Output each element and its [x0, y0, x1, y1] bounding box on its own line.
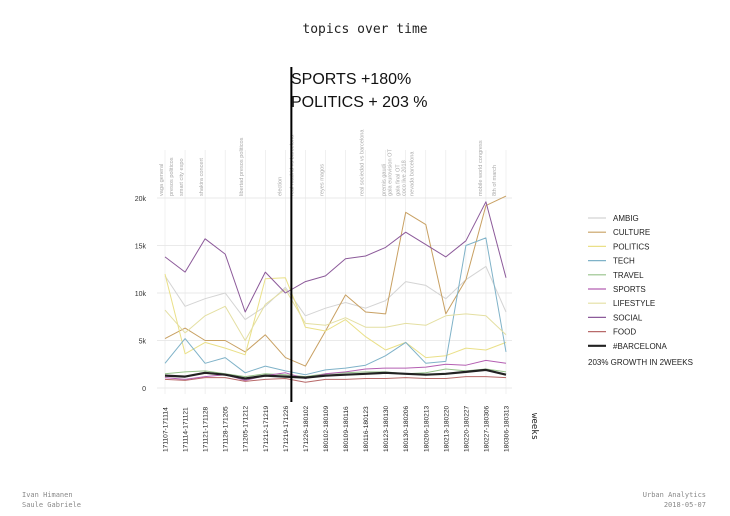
- legend: AMBIG CULTURE POLITICS TECH TRAVEL SPORTS LIFE…: [588, 214, 667, 351]
- y-axis: 0 5k 10k 15k 20k: [135, 196, 147, 393]
- y-tick-label: 5k: [139, 339, 147, 346]
- x-tick-label: 180213-180220: [443, 405, 450, 452]
- x-tick-label: 180220-180227: [463, 405, 470, 452]
- x-tick-label: 171219-171226: [283, 405, 290, 452]
- x-tick-label: 180123-180130: [383, 405, 390, 452]
- chart-title: topics over time: [302, 22, 427, 37]
- footer-author-1: Ivan Himanen: [22, 491, 73, 499]
- y-tick-label: 15k: [135, 244, 147, 251]
- event-label: shakira concert: [199, 158, 205, 196]
- x-axis: 171107-171114 171114-171121 171121-171128 1…: [163, 405, 511, 452]
- legend-label: POLITICS: [613, 242, 649, 251]
- series-line-barcelona: [164, 368, 507, 380]
- legend-label: AMBIG: [613, 214, 639, 223]
- x-tick-label: 171114-171121: [183, 407, 190, 452]
- event-label: election: [277, 177, 283, 196]
- legend-label: FOOD: [613, 328, 636, 337]
- y-tick-label: 20k: [135, 196, 147, 203]
- x-tick-label: 171128-171205: [223, 406, 230, 452]
- event-label: libertad presos politicos: [239, 137, 245, 196]
- x-tick-label: 180306-180313: [504, 405, 511, 452]
- footer-org: Urban Analytics: [643, 491, 706, 499]
- x-tick-label: 171121-171128: [203, 406, 210, 452]
- series-line-tech: [164, 237, 507, 376]
- x-tick-label: 171205-171212: [243, 405, 250, 452]
- legend-label: TECH: [613, 257, 635, 266]
- event-label: premis gaudi: [382, 164, 388, 196]
- event-label: vaga general: [159, 164, 165, 196]
- x-tick-label: 171226-180102: [303, 405, 310, 452]
- event-label: gala final OT: [396, 164, 402, 196]
- series-line-politics: [164, 273, 507, 359]
- x-tick-label: 180227-180306: [483, 405, 490, 452]
- event-label: real sociedad vs barcelona: [360, 129, 366, 196]
- x-tick-label: 180206-180213: [423, 405, 430, 452]
- footer-date: 2018-05-07: [664, 501, 706, 509]
- event-label: nevada barcelona: [410, 151, 416, 196]
- legend-label: #BARCELONA: [613, 342, 667, 351]
- event-label: coco live 2018: [402, 160, 408, 196]
- grid: [157, 150, 512, 394]
- series-lines: [164, 195, 507, 383]
- event-annotations: vaga general presos politicos smart city e…: [159, 129, 498, 196]
- event-label: reyes magos: [319, 164, 325, 196]
- x-tick-label: 180130-180206: [403, 405, 410, 452]
- event-label: 8th of march: [492, 165, 498, 196]
- callout-line-2: POLITICS + 203 %: [291, 94, 428, 111]
- event-label: gala eurovision OT: [388, 148, 394, 196]
- event-label: real madrid vs barcelona: [289, 134, 295, 196]
- series-line-food: [164, 376, 507, 383]
- legend-label: CULTURE: [613, 228, 650, 237]
- x-axis-label: weeks: [529, 413, 539, 440]
- legend-note: 203% GROWTH IN 2WEEKS: [588, 358, 693, 367]
- footer-author-2: Saule Gabriele: [22, 501, 81, 509]
- x-tick-label: 171212-171219: [263, 405, 270, 452]
- series-line-culture: [164, 195, 507, 367]
- y-tick-label: 0: [142, 386, 146, 393]
- callout-line-1: SPORTS +180%: [291, 71, 411, 88]
- event-label: presos politicos: [169, 157, 175, 196]
- series-line-social: [164, 201, 507, 313]
- x-tick-label: 180102-180109: [323, 405, 330, 452]
- x-tick-label: 180116-180123: [363, 406, 370, 452]
- x-tick-label: 180109-180116: [343, 406, 350, 452]
- x-tick-label: 171107-171114: [163, 407, 170, 452]
- event-label: mobile world congress: [478, 140, 484, 196]
- legend-label: TRAVEL: [613, 271, 644, 280]
- legend-label: SOCIAL: [613, 313, 643, 322]
- legend-label: SPORTS: [613, 285, 646, 294]
- event-label: smart city expo: [179, 158, 185, 196]
- legend-label: LIFESTYLE: [613, 299, 655, 308]
- series-line-ambig: [164, 265, 507, 321]
- series-line-lifestyle: [164, 288, 507, 341]
- y-tick-label: 10k: [135, 291, 147, 298]
